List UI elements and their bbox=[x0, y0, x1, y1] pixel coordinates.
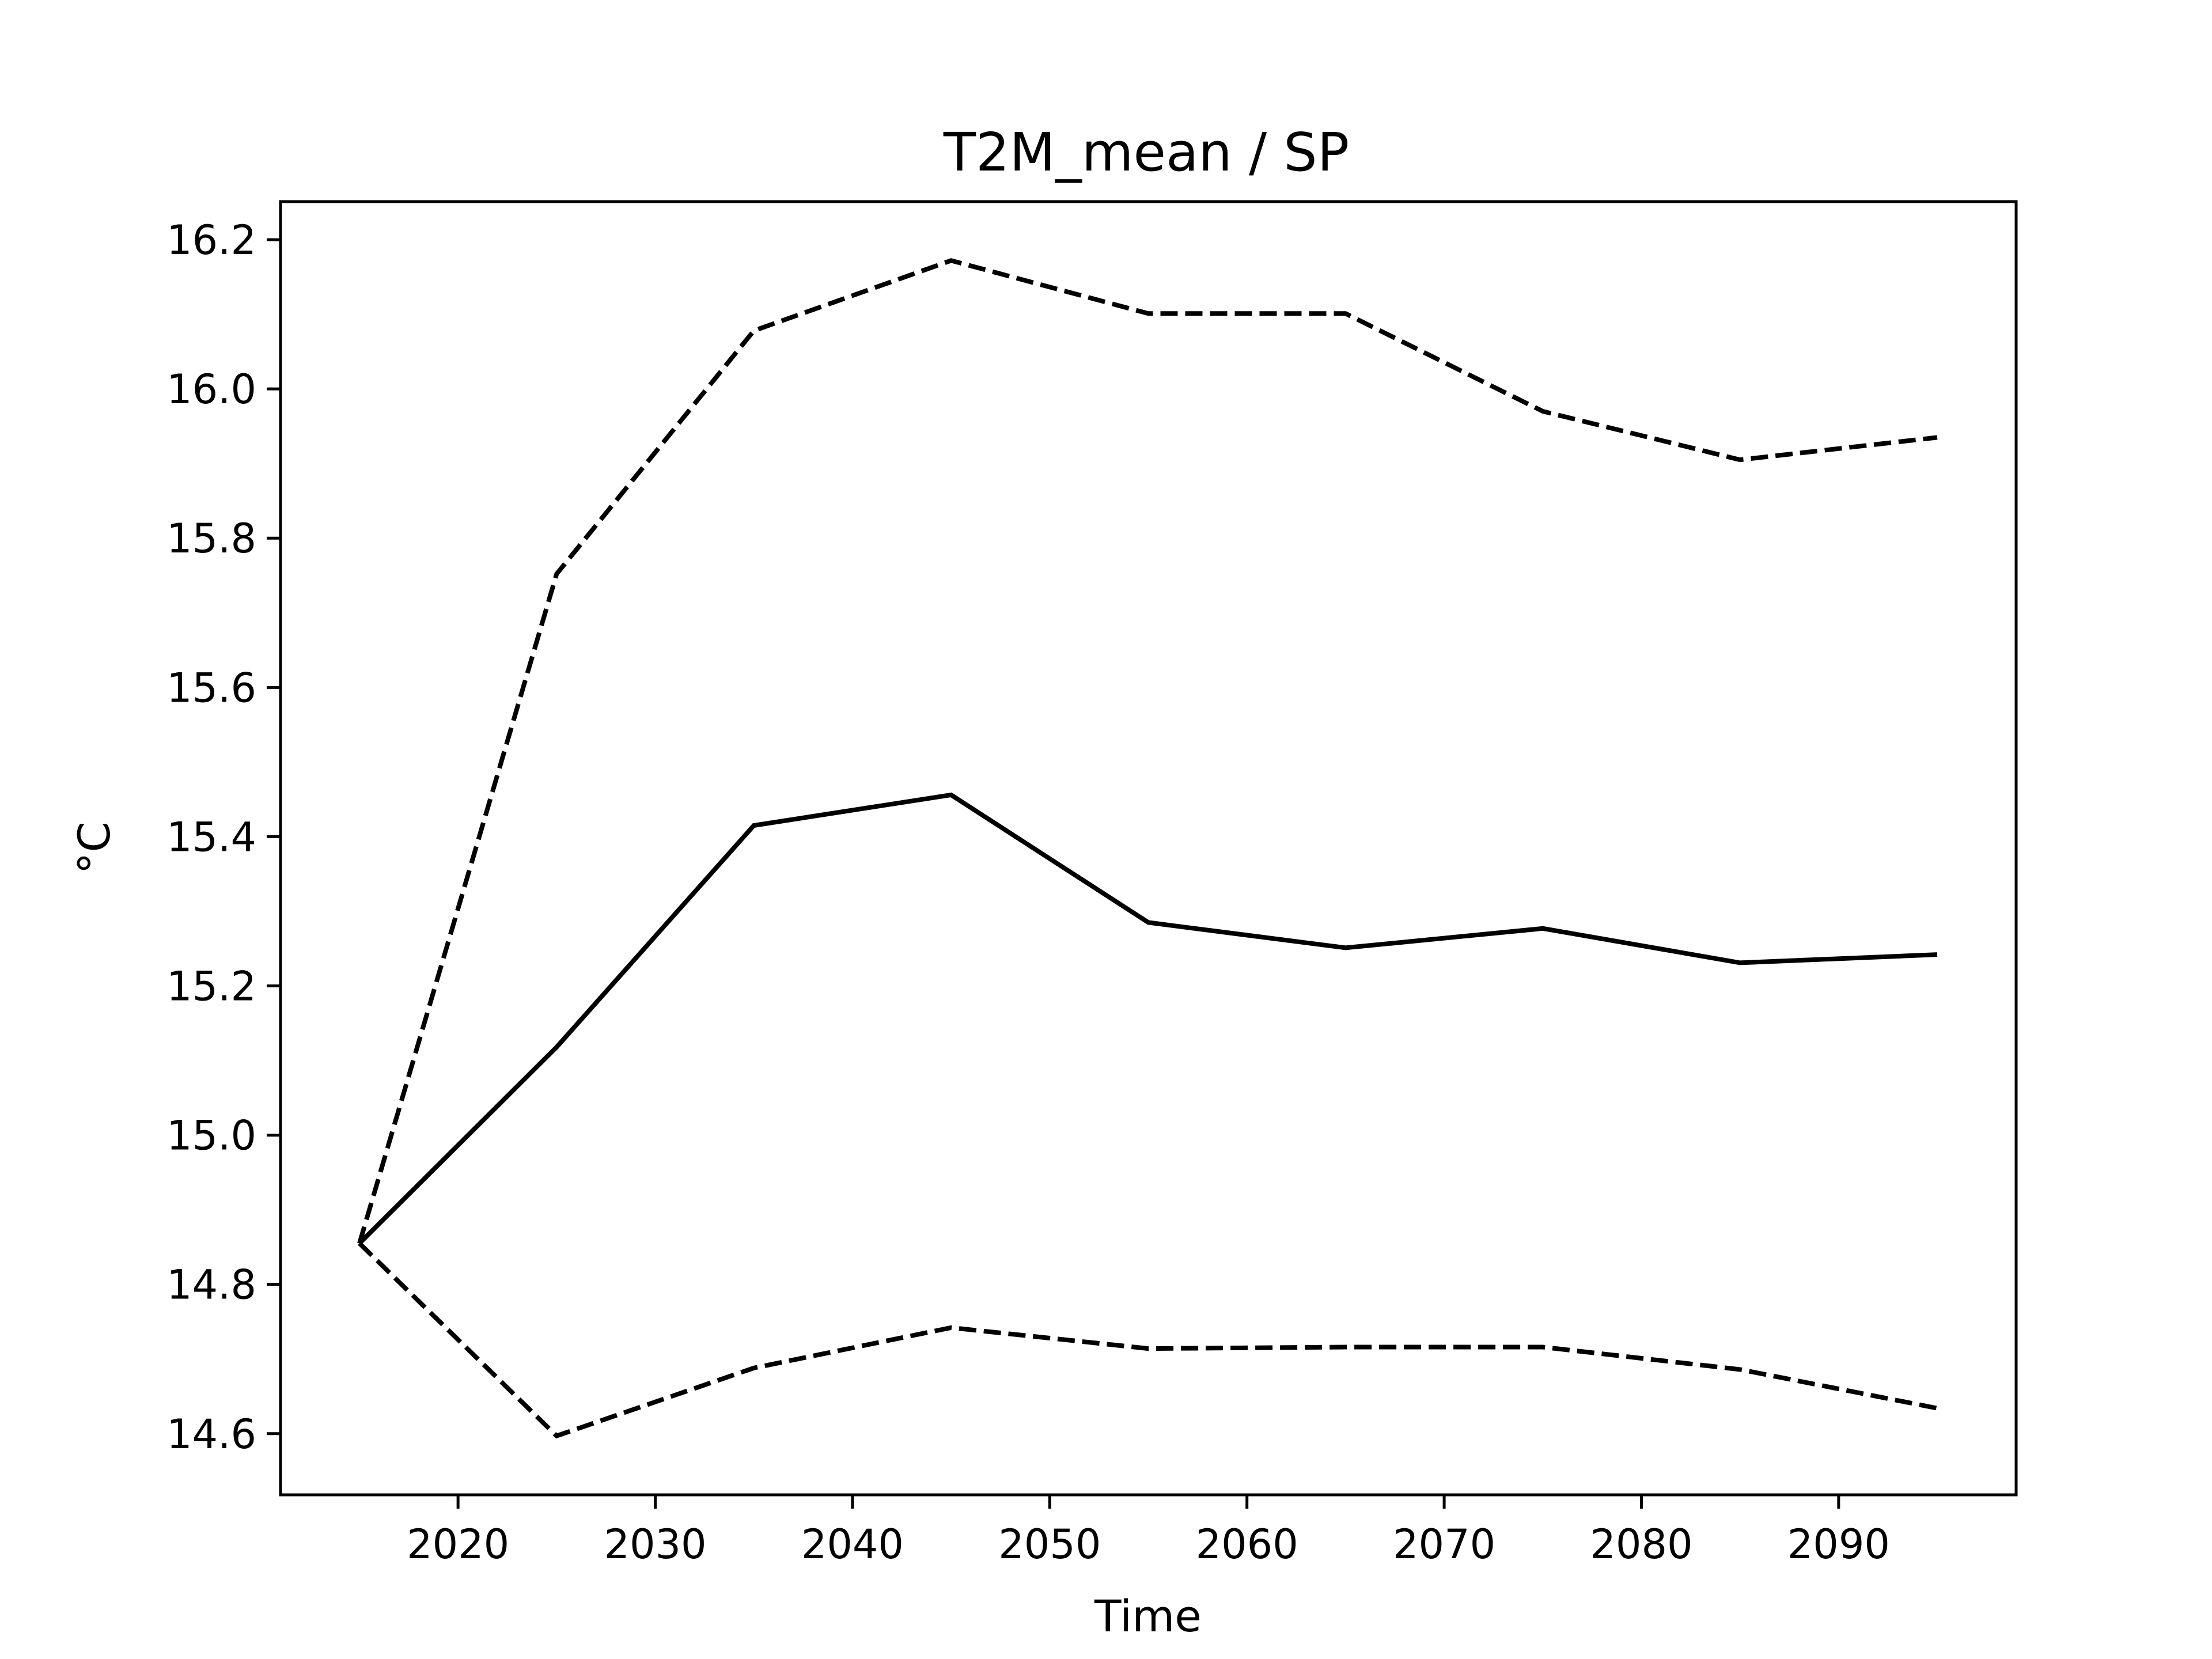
x-tick-label: 2020 bbox=[407, 1521, 509, 1568]
plot-frame bbox=[279, 200, 2018, 1497]
x-axis-label: Time bbox=[1094, 1590, 1202, 1642]
lower-bound-line bbox=[358, 1241, 1938, 1439]
x-axis: 2020 2030 2040 2050 2060 2070 2080 2090 bbox=[407, 1495, 1890, 1568]
x-tick-label: 2070 bbox=[1393, 1521, 1495, 1568]
y-tick-label: 15.6 bbox=[166, 664, 256, 711]
y-axis-label: °C bbox=[69, 821, 120, 874]
x-tick-label: 2050 bbox=[998, 1521, 1101, 1568]
x-tick-label: 2080 bbox=[1590, 1521, 1692, 1568]
y-tick-label: 16.0 bbox=[166, 366, 256, 413]
y-tick-label: 15.4 bbox=[166, 813, 256, 861]
x-tick-label: 2090 bbox=[1787, 1521, 1890, 1568]
x-tick-label: 2030 bbox=[604, 1521, 706, 1568]
y-tick-label: 14.8 bbox=[166, 1262, 256, 1309]
mean-line bbox=[358, 792, 1938, 1245]
y-tick-label: 15.0 bbox=[166, 1112, 256, 1160]
chart-title: T2M_mean / SP bbox=[943, 122, 1349, 183]
y-axis: 14.6 14.8 15.0 15.2 15.4 15.6 15.8 16.0 16.2 bbox=[166, 217, 281, 1458]
y-tick-label: 15.8 bbox=[166, 515, 256, 562]
y-tick-label: 14.6 bbox=[166, 1411, 256, 1458]
plot-area bbox=[357, 258, 1938, 1439]
y-tick-label: 16.2 bbox=[166, 217, 256, 264]
x-tick-label: 2040 bbox=[801, 1521, 904, 1568]
y-tick-label: 15.2 bbox=[166, 963, 256, 1010]
upper-bound-line bbox=[357, 258, 1938, 1244]
x-tick-label: 2060 bbox=[1196, 1521, 1298, 1568]
